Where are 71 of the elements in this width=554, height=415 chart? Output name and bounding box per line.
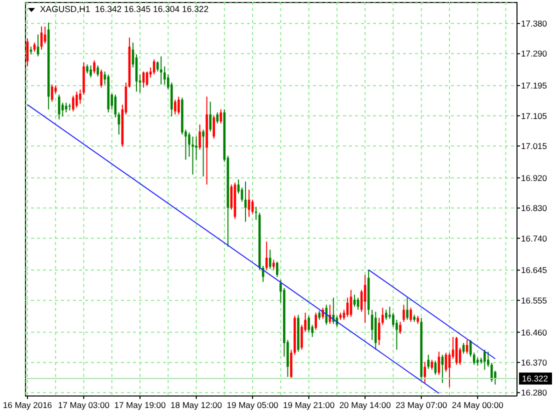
candlestick (160, 56, 162, 86)
candlestick (202, 129, 204, 178)
candlestick (308, 315, 310, 332)
candlestick (265, 241, 268, 270)
x-tick-label: 19 May 21:00 (283, 400, 335, 410)
x-tick-label: 17 May 19:00 (114, 400, 166, 410)
chart-title: XAGUSD,H1 16.342 16.345 16.304 16.322 (40, 4, 209, 15)
candlestick (188, 132, 190, 158)
y-tick-label: 17.290 (521, 48, 548, 59)
candlestick (209, 101, 212, 132)
candlestick (192, 136, 194, 175)
x-tick-label: 19 May 05:00 (226, 400, 279, 410)
y-tick-label: 16.460 (521, 327, 548, 338)
y-tick-label: 16.740 (521, 233, 548, 244)
x-tick-label: 17 May 03:00 (58, 400, 110, 410)
candlestick (396, 319, 398, 350)
candlestick (251, 199, 254, 214)
candlestick (174, 99, 176, 115)
candlestick (410, 307, 412, 322)
candlestick (427, 354, 430, 370)
candlestick (314, 312, 317, 330)
candlestick (346, 297, 349, 318)
x-tick-label: 16 May 2016 (2, 400, 52, 410)
candlestick (441, 354, 444, 384)
candlestick (483, 349, 486, 370)
y-tick-label: 16.920 (521, 172, 548, 183)
y-tick-label: 16.370 (521, 357, 548, 368)
candlestick (72, 95, 74, 112)
candlestick (385, 309, 388, 320)
candlestick (272, 259, 275, 270)
candlestick (100, 68, 102, 88)
candlestick (90, 64, 92, 78)
x-tick-label: 18 May 12:00 (170, 400, 222, 410)
candlestick (318, 310, 321, 320)
candlestick (276, 261, 278, 278)
candlestick (93, 60, 96, 74)
candlestick (216, 112, 219, 124)
x-tick-label: 24 May 00:00 (452, 400, 504, 410)
candlestick (58, 94, 60, 120)
candlestick (212, 114, 215, 140)
y-tick-label: 16.645 (521, 265, 548, 276)
candlestick (402, 304, 405, 322)
y-tick-label: 17.015 (521, 140, 548, 151)
candlestick (220, 108, 222, 124)
candlestick (300, 324, 303, 350)
y-tick-label: 17.105 (521, 110, 548, 121)
candlestick (96, 64, 99, 78)
candlestick (76, 91, 78, 108)
y-tick-label: 17.195 (521, 80, 548, 91)
candlestick (198, 124, 201, 150)
y-tick-label: 17.380 (521, 18, 548, 28)
candlestick (430, 359, 434, 370)
candlestick (178, 96, 180, 115)
ref-line-label: 16.322 (522, 374, 548, 384)
candlestick (399, 321, 402, 334)
candlestick (406, 297, 408, 320)
x-tick-label: 23 May 07:00 (396, 400, 448, 410)
y-tick-label: 16.830 (521, 203, 548, 214)
candlestick (325, 304, 328, 326)
candlestick (36, 34, 40, 57)
candlestick (64, 102, 68, 113)
candlestick (424, 361, 426, 384)
x-tick-label: 20 May 14:00 (339, 400, 392, 410)
candlestick (472, 352, 476, 366)
candlestick (86, 64, 88, 74)
y-tick-label: 16.280 (521, 388, 548, 398)
candlestick (448, 352, 451, 388)
candlestick (490, 362, 493, 382)
candlestick (163, 66, 166, 86)
y-tick-label: 16.555 (521, 295, 548, 306)
candlestick (268, 249, 272, 270)
